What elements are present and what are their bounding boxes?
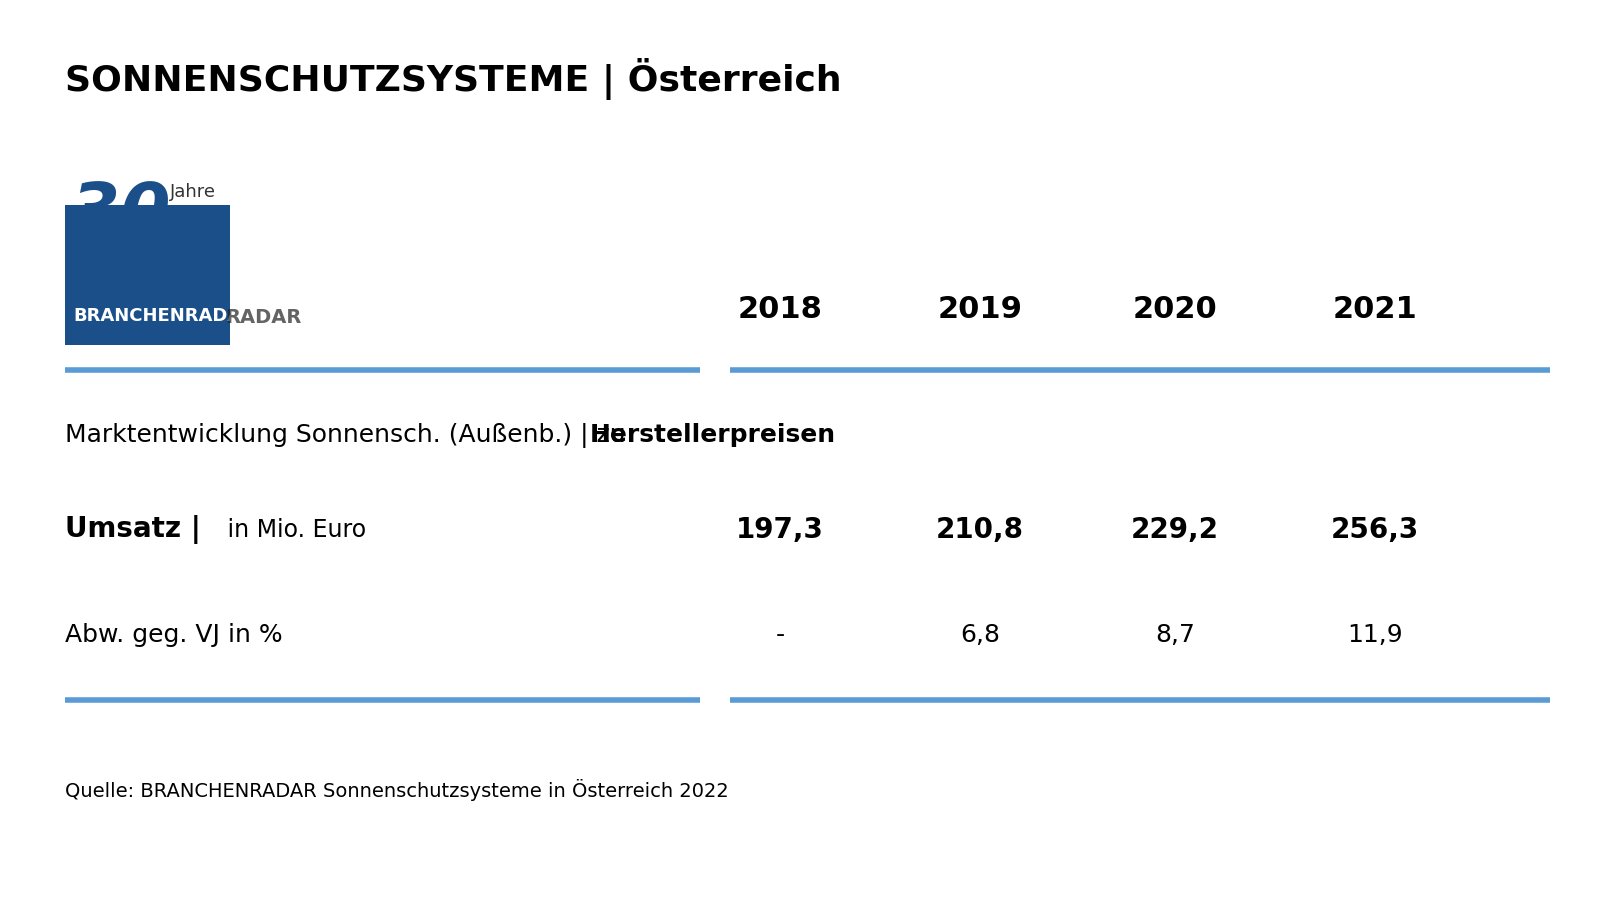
Text: in Mio. Euro: in Mio. Euro	[221, 518, 366, 542]
Text: Quelle: BRANCHENRADAR Sonnenschutzsysteme in Österreich 2022: Quelle: BRANCHENRADAR Sonnenschutzsystem…	[66, 779, 728, 801]
Text: Umsatz |: Umsatz |	[66, 516, 202, 544]
Text: Abw. geg. VJ in %: Abw. geg. VJ in %	[66, 623, 283, 647]
Text: RADAR: RADAR	[226, 308, 301, 327]
Text: -: -	[776, 623, 784, 647]
Text: SONNENSCHUTZSYSTEME | Österreich: SONNENSCHUTZSYSTEME | Österreich	[66, 58, 842, 100]
Text: Jahre: Jahre	[170, 183, 216, 201]
Text: 11,9: 11,9	[1347, 623, 1403, 647]
Text: Marktentwicklung Sonnensch. (Außenb.) | zu: Marktentwicklung Sonnensch. (Außenb.) | …	[66, 422, 634, 447]
Text: 210,8: 210,8	[936, 516, 1024, 544]
Text: BRANCHENRADAR: BRANCHENRADAR	[74, 307, 254, 325]
Text: 2020: 2020	[1133, 296, 1218, 324]
Text: 229,2: 229,2	[1131, 516, 1219, 544]
Text: 6,8: 6,8	[960, 623, 1000, 647]
FancyBboxPatch shape	[66, 205, 230, 345]
Text: 2021: 2021	[1333, 296, 1418, 324]
Text: 2019: 2019	[938, 296, 1022, 324]
Text: 256,3: 256,3	[1331, 516, 1419, 544]
Text: 8,7: 8,7	[1155, 623, 1195, 647]
Text: 197,3: 197,3	[736, 516, 824, 544]
Text: 2018: 2018	[738, 296, 822, 324]
Text: 30: 30	[70, 180, 171, 249]
Text: Herstellerpreisen: Herstellerpreisen	[590, 423, 837, 447]
